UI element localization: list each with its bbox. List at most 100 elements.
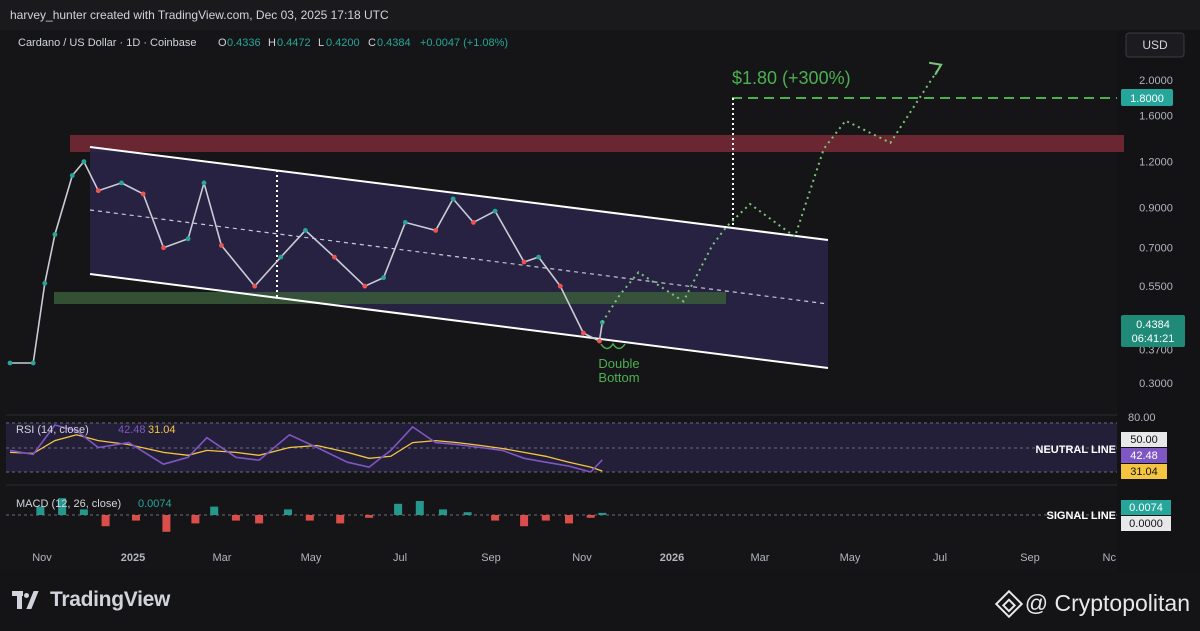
price-point: [433, 228, 439, 233]
tradingview-wordmark: TradingView: [50, 588, 171, 611]
macd-bar: [255, 515, 264, 524]
rsi-value-badge-bg: [1121, 448, 1167, 463]
y-tick-label: 0.9000: [1139, 203, 1173, 215]
price-point: [81, 159, 87, 165]
rsi-label: RSI (14, close): [16, 424, 89, 436]
neutral-line-label: NEUTRAL LINE: [1036, 444, 1116, 456]
rsi-ma-line: [9, 434, 603, 472]
price-point: [42, 280, 48, 286]
legend-change: +0.0047 (+1.08%): [420, 37, 508, 49]
target-price-badge: 1.8000: [1130, 93, 1164, 105]
macd-value-badge: 0.0074: [1129, 502, 1163, 514]
price-point: [581, 330, 586, 336]
rsi-ma-badge: 31.04: [1130, 466, 1158, 478]
currency-button[interactable]: USD: [1142, 38, 1168, 52]
legend-h-value: 0.4472: [277, 37, 311, 49]
y-tick-label: 0.7000: [1139, 243, 1173, 255]
price-point: [252, 283, 258, 289]
y-tick-label: 0.5500: [1139, 281, 1173, 293]
legend-o-value: 0.4336: [227, 37, 261, 49]
y-tick-label: 0.3000: [1139, 378, 1173, 390]
rsi-line: [9, 424, 603, 473]
legend-c-value: 0.4384: [377, 37, 411, 49]
macd-bar: [439, 509, 447, 515]
macd-bar: [284, 509, 292, 515]
price-point: [557, 283, 563, 289]
target-price-badge-bg: [1121, 89, 1173, 106]
x-tick-label: Jul: [393, 552, 407, 564]
target-label: $1.80 (+300%): [732, 68, 851, 88]
legend-symbol: Cardano / US Dollar · 1D · Coinbase: [18, 37, 197, 49]
resistance-zone: [70, 135, 1124, 152]
countdown-badge: 06:41:21: [1132, 333, 1175, 345]
price-point: [7, 360, 13, 366]
x-tick-label: Sep: [481, 552, 501, 564]
x-tick-label: Mar: [213, 552, 232, 564]
price-point: [119, 180, 124, 186]
price-point: [471, 220, 476, 225]
price-point: [140, 191, 146, 197]
legend-o-label: O: [218, 37, 227, 49]
macd-bar: [305, 515, 314, 521]
time-axis[interactable]: Nov 2025 Mar May Jul Sep Nov 2026 Mar May Jul Sep Nc: [32, 552, 1116, 564]
price-chart-svg[interactable]: $1.80 (+300%) Double Bottom Cardano / US…: [0, 30, 1200, 571]
macd-bar: [598, 512, 607, 515]
macd-bar: [463, 512, 472, 515]
macd-bar: [79, 509, 88, 515]
support-zone: [54, 292, 726, 304]
legend-c-label: C: [368, 37, 376, 49]
channel-mid-line: [89, 209, 829, 305]
price-point: [332, 254, 337, 260]
price-point: [492, 208, 498, 214]
macd-bar: [491, 515, 500, 521]
macd-bar: [36, 506, 45, 515]
chart-area[interactable]: $1.80 (+300%) Double Bottom Cardano / US…: [0, 30, 1200, 571]
price-point: [52, 232, 58, 237]
tradingview-mark-icon: [12, 591, 42, 609]
macd-bar: [231, 515, 240, 521]
x-tick-label: Nov: [572, 552, 592, 564]
macd-bar: [520, 515, 529, 527]
x-tick-label: 2025: [121, 552, 145, 564]
price-point: [362, 283, 368, 289]
price-history-line: [10, 160, 604, 364]
price-point: [161, 245, 166, 251]
macd-bar: [132, 515, 140, 521]
macd-zero-badge: 0.0000: [1129, 518, 1163, 530]
projection-arrowhead: [928, 61, 943, 76]
macd-zero-badge-bg: [1121, 516, 1171, 531]
rsi-neutral-badge: 50.00: [1130, 434, 1158, 446]
macd-bar: [58, 498, 67, 515]
price-point: [303, 228, 308, 233]
macd-bar: [365, 515, 374, 518]
pattern-label-line2: Bottom: [598, 370, 639, 385]
rsi-value-badge: 42.48: [1130, 450, 1158, 462]
diamond-logo-icon: [994, 589, 1023, 618]
price-series-group: [7, 159, 605, 366]
x-tick-label: Nov: [32, 552, 52, 564]
x-tick-label: Sep: [1020, 552, 1040, 564]
macd-bar: [191, 515, 200, 524]
price-point: [278, 254, 284, 260]
macd-bar: [586, 515, 595, 518]
price-axis[interactable]: 2.0000 1.6000 1.2000 0.9000 0.7000 0.5500 0.37…: [1139, 75, 1173, 390]
price-point: [381, 275, 386, 281]
price-point: [185, 236, 191, 242]
y-tick-label: 2.0000: [1139, 75, 1173, 87]
currency-button-bg[interactable]: [1125, 32, 1185, 58]
channel-upper-line: [89, 146, 829, 241]
price-point: [95, 188, 101, 194]
rsi-value: 42.48: [118, 424, 146, 436]
descending-channel: [90, 147, 828, 368]
attribution-text: harvey_hunter created with TradingView.c…: [10, 8, 389, 22]
last-price-badge: 0.4384: [1136, 319, 1170, 331]
macd-bar: [336, 515, 345, 524]
macd-value-badge-bg: [1121, 500, 1171, 515]
macd-bar: [565, 515, 573, 524]
macd-bar: [210, 506, 219, 515]
pattern-label-line1: Double: [598, 356, 639, 371]
macd-bar: [101, 515, 110, 527]
x-tick-label: May: [840, 552, 861, 564]
y-tick-label: 1.6000: [1139, 111, 1173, 123]
price-point: [219, 243, 224, 248]
